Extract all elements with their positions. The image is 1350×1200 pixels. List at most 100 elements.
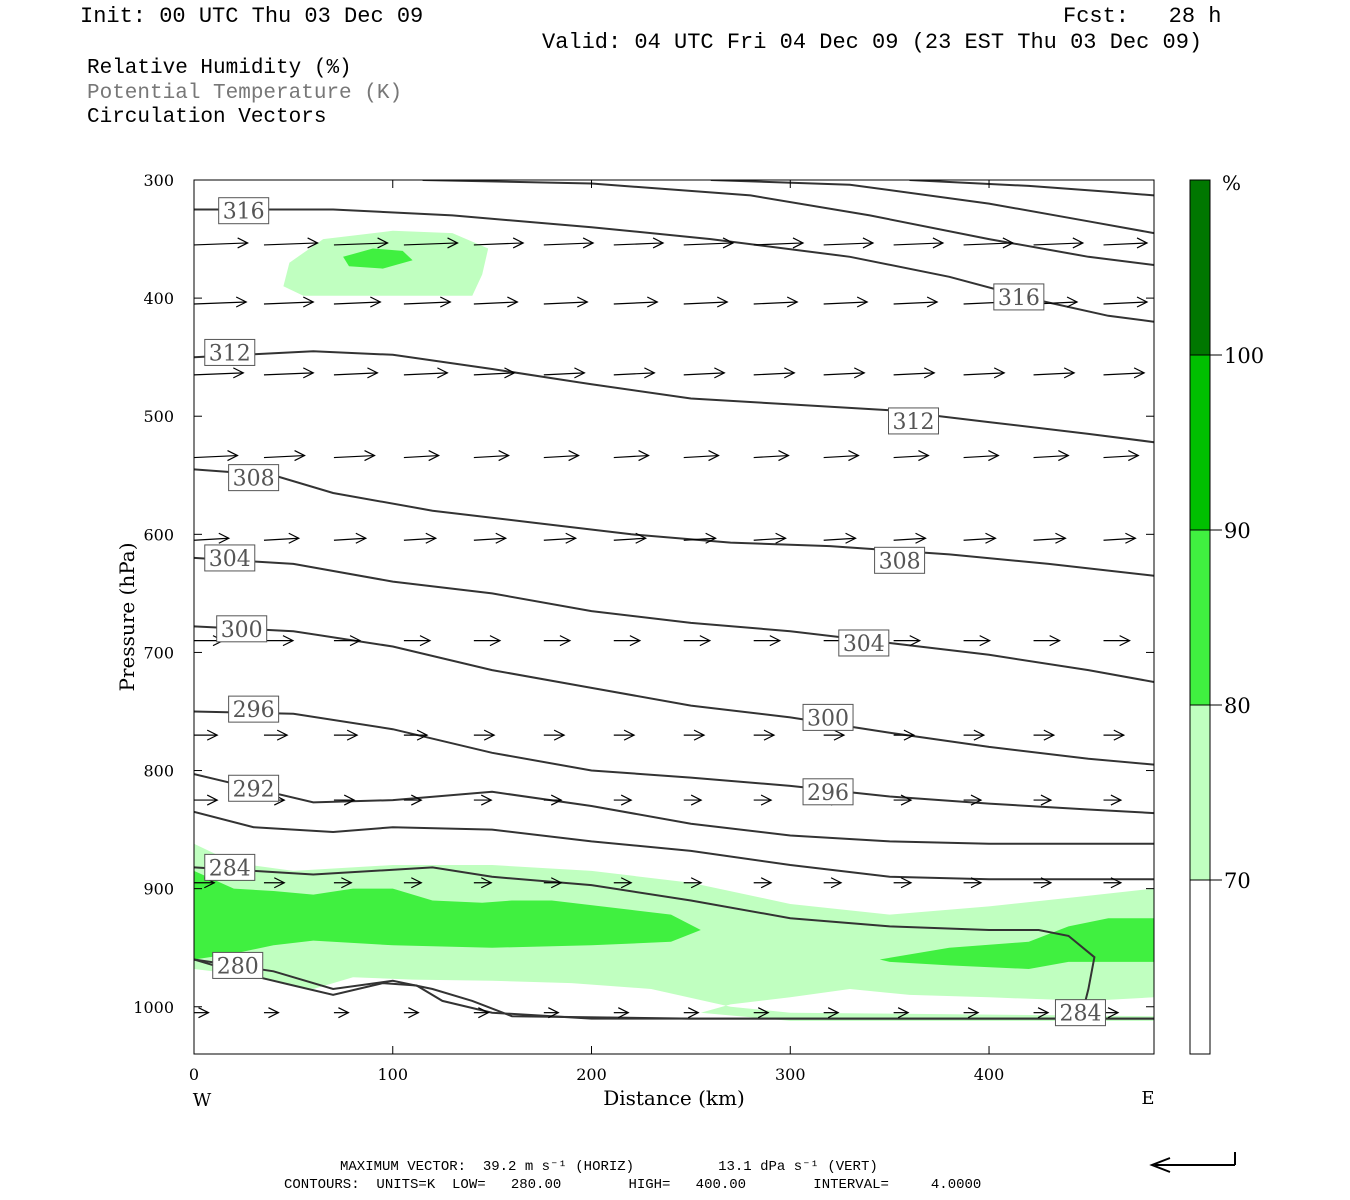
circulation-vector [823,296,869,308]
circulation-vector [893,296,939,308]
circulation-vector [1033,635,1061,647]
contour-label: 312 [893,410,935,435]
circulation-vector [1103,794,1123,806]
theta-contour-2 [710,180,1154,235]
y-tick-label: 800 [143,762,174,781]
circulation-vector [1103,450,1140,462]
colorbar-label: 70 [1224,869,1251,893]
circulation-vector [1033,794,1053,806]
contour-label: 300 [221,618,263,643]
rh-region-80-3 [194,870,701,960]
circulation-vector [1103,729,1126,741]
forecast-hour: Fcst: 28 h [1063,4,1222,29]
circulation-vector [753,237,805,249]
theta-contour-3 [909,180,1154,197]
contour-label-box [993,283,1045,311]
circulation-vector [473,635,502,647]
circulation-vector [403,532,438,544]
contour-label-box [838,629,890,657]
circulation-vector [263,450,306,462]
circulation-vector [753,729,776,741]
valid-time: Valid: 04 UTC Fri 04 Dec 09 (23 EST Thu … [542,30,1203,55]
contour-label: 284 [1059,1002,1101,1027]
circulation-vector [263,367,315,379]
circulation-vector [963,532,997,544]
colorbar-segment-4 [1189,179,1211,356]
contour-label-box [228,774,280,802]
contour-label-box [218,197,270,225]
circulation-vector [1033,532,1067,544]
colorbar-segment-3 [1189,354,1211,531]
x-tick-label: 100 [377,1065,408,1084]
contour-label: 292 [233,777,275,802]
field-vectors: Circulation Vectors [87,106,327,129]
circulation-vector [823,1007,840,1019]
contour-label: 284 [209,856,251,881]
circulation-vector [683,877,703,889]
contour-label: 300 [807,706,849,731]
circulation-vector [263,532,301,544]
contour-label-box [802,778,854,806]
colorbar: 70 80 90 100% [1189,171,1264,1055]
circulation-vector [263,237,319,249]
circulation-vector [753,367,796,379]
circulation-vector [263,296,315,308]
circulation-vector [613,450,650,462]
circulation-vector [963,794,983,806]
circulation-vector [333,296,382,308]
circulation-vector [1103,367,1146,379]
circulation-vector [963,237,1015,249]
circulation-vector [893,1007,910,1019]
circulation-vector [194,532,231,544]
circulation-vector [1033,367,1076,379]
circulation-vector [613,877,633,889]
colorbar-label: 80 [1224,694,1251,718]
circulation-vector [543,794,563,806]
circulation-vector [333,532,368,544]
circulation-vector [823,729,846,741]
circulation-vector [963,367,1006,379]
rh-region-80-1 [343,248,413,269]
y-tick-label: 1000 [133,998,174,1017]
circulation-vector [683,729,706,741]
vector-layer [194,237,1149,1019]
contour-label: 308 [879,549,921,574]
circulation-vector [753,877,773,889]
circulation-vector [823,450,860,462]
circulation-vector [333,794,356,806]
circulation-vector [613,237,665,249]
circulation-vector [613,1007,630,1019]
circulation-vector [263,635,295,647]
plot-frame [193,179,1155,1055]
y-tick-label: 600 [143,525,174,544]
circulation-vector [963,877,983,889]
contour-label: 296 [807,781,849,806]
theta-contour-284 [194,866,1096,1013]
x-end-label-east: E [1141,1088,1154,1109]
circulation-vector [893,450,930,462]
circulation-vector [613,296,659,308]
circulation-vector [194,729,219,741]
circulation-vector [893,367,936,379]
circulation-vector [683,237,735,249]
circulation-vector [333,729,359,741]
circulation-vector [473,877,493,889]
contour-label-box [802,703,854,731]
colorbar-segment-0 [1189,879,1211,1055]
y-tick-label: 300 [143,171,174,190]
circulation-vector [543,532,578,544]
circulation-vector [194,237,249,249]
circulation-vector [893,794,913,806]
circulation-vector [403,367,449,379]
contour-label-box [228,695,280,723]
circulation-vector [543,877,563,889]
circulation-vector [683,1007,700,1019]
circulation-vector [1033,877,1053,889]
circulation-vector [823,367,866,379]
circulation-vector [753,635,782,647]
contour-label: 312 [209,341,251,366]
theta-contour-300 [194,625,1154,766]
circulation-vector [1103,532,1137,544]
x-tick-label: 400 [974,1065,1005,1084]
circulation-vector [194,450,239,462]
